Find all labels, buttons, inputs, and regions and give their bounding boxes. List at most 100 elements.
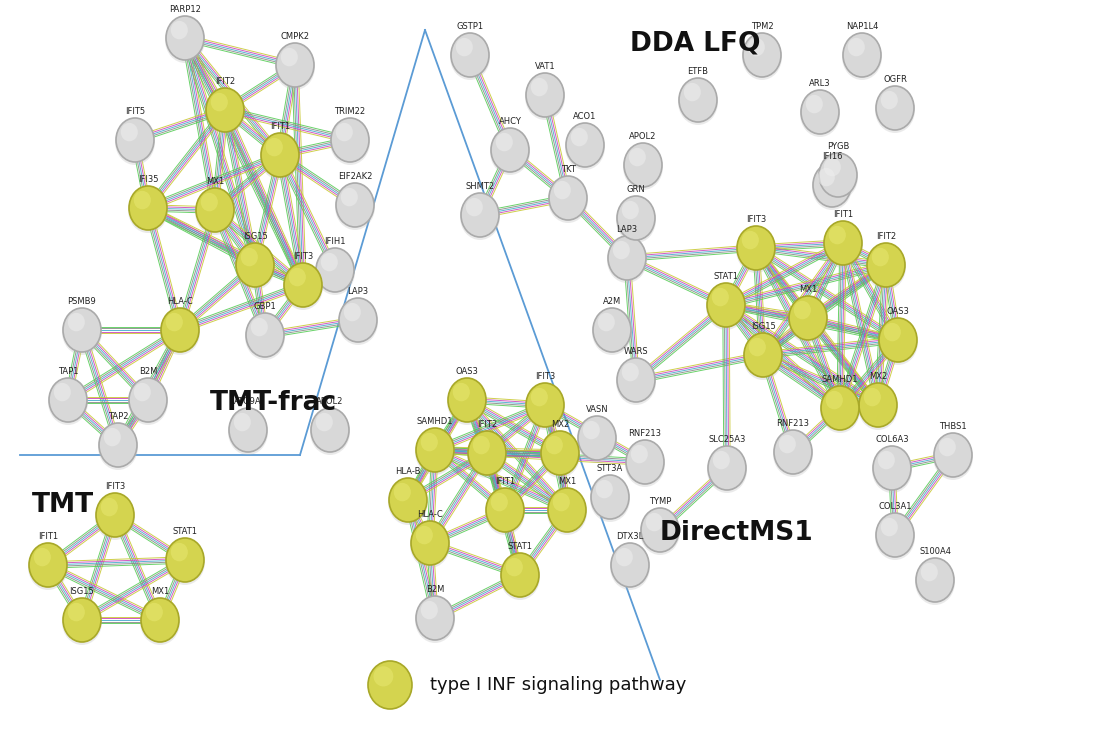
Text: CMPK2: CMPK2 bbox=[281, 32, 310, 41]
Ellipse shape bbox=[612, 543, 650, 587]
Text: IFIT2: IFIT2 bbox=[215, 77, 235, 86]
Text: ACO1: ACO1 bbox=[574, 112, 597, 121]
Ellipse shape bbox=[774, 430, 812, 474]
Ellipse shape bbox=[228, 409, 268, 455]
Ellipse shape bbox=[877, 513, 915, 557]
Ellipse shape bbox=[593, 308, 631, 352]
Text: HLA-B: HLA-B bbox=[396, 467, 420, 476]
Ellipse shape bbox=[678, 79, 718, 125]
Ellipse shape bbox=[260, 134, 300, 180]
Ellipse shape bbox=[236, 243, 274, 287]
Ellipse shape bbox=[749, 338, 766, 356]
Ellipse shape bbox=[541, 431, 579, 475]
Ellipse shape bbox=[415, 429, 455, 475]
Ellipse shape bbox=[129, 378, 167, 422]
Ellipse shape bbox=[591, 475, 629, 519]
Text: B2M: B2M bbox=[139, 367, 158, 376]
Ellipse shape bbox=[451, 34, 490, 80]
Ellipse shape bbox=[546, 436, 562, 454]
Text: COL3A1: COL3A1 bbox=[879, 502, 912, 511]
Text: OAS3: OAS3 bbox=[887, 307, 909, 316]
Ellipse shape bbox=[288, 268, 306, 286]
Text: TMT-frac: TMT-frac bbox=[210, 390, 338, 416]
Ellipse shape bbox=[582, 421, 600, 440]
Text: MX2: MX2 bbox=[869, 372, 887, 381]
Text: STAT1: STAT1 bbox=[713, 272, 739, 281]
Text: VASN: VASN bbox=[586, 405, 608, 414]
Text: IFIT5: IFIT5 bbox=[125, 107, 145, 116]
Ellipse shape bbox=[625, 441, 665, 487]
Ellipse shape bbox=[205, 89, 245, 135]
Ellipse shape bbox=[48, 379, 88, 425]
Text: ISG15: ISG15 bbox=[243, 232, 267, 241]
Ellipse shape bbox=[616, 548, 633, 567]
Ellipse shape bbox=[451, 33, 489, 77]
Ellipse shape bbox=[61, 599, 102, 645]
Ellipse shape bbox=[616, 359, 656, 405]
Text: IFIT1: IFIT1 bbox=[269, 122, 290, 131]
Ellipse shape bbox=[335, 123, 353, 142]
Ellipse shape bbox=[883, 323, 901, 341]
Ellipse shape bbox=[491, 128, 529, 172]
Text: MX2: MX2 bbox=[551, 420, 569, 429]
Ellipse shape bbox=[315, 249, 356, 295]
Ellipse shape bbox=[68, 603, 85, 621]
Ellipse shape bbox=[316, 248, 354, 292]
Ellipse shape bbox=[28, 544, 68, 590]
Ellipse shape bbox=[468, 431, 506, 475]
Text: TYMP: TYMP bbox=[648, 497, 671, 506]
Ellipse shape bbox=[628, 148, 646, 167]
Text: GSTP1: GSTP1 bbox=[456, 22, 484, 31]
Ellipse shape bbox=[578, 416, 616, 460]
Ellipse shape bbox=[548, 177, 588, 223]
Text: DirectMS1: DirectMS1 bbox=[660, 520, 814, 546]
Ellipse shape bbox=[61, 309, 102, 355]
Ellipse shape bbox=[490, 129, 530, 175]
Ellipse shape bbox=[234, 413, 250, 432]
Text: GBP1: GBP1 bbox=[254, 302, 276, 311]
Ellipse shape bbox=[201, 193, 218, 211]
Ellipse shape bbox=[707, 283, 745, 327]
Ellipse shape bbox=[818, 154, 858, 200]
Ellipse shape bbox=[394, 483, 410, 501]
Ellipse shape bbox=[100, 423, 138, 467]
Ellipse shape bbox=[549, 176, 587, 220]
Ellipse shape bbox=[501, 553, 539, 597]
Ellipse shape bbox=[453, 383, 470, 401]
Ellipse shape bbox=[742, 34, 781, 80]
Ellipse shape bbox=[266, 138, 283, 156]
Text: IFI35: IFI35 bbox=[138, 175, 159, 184]
Ellipse shape bbox=[881, 518, 898, 537]
Text: MX1: MX1 bbox=[799, 285, 817, 294]
Ellipse shape bbox=[211, 92, 228, 112]
Ellipse shape bbox=[388, 479, 428, 525]
Ellipse shape bbox=[275, 44, 315, 90]
Ellipse shape bbox=[235, 244, 275, 290]
Text: TAP1: TAP1 bbox=[58, 367, 78, 376]
Ellipse shape bbox=[743, 333, 781, 377]
Ellipse shape bbox=[877, 86, 915, 130]
Ellipse shape bbox=[916, 558, 954, 602]
Ellipse shape bbox=[160, 309, 200, 355]
Text: VAT1: VAT1 bbox=[534, 62, 556, 71]
Ellipse shape bbox=[547, 489, 587, 535]
Ellipse shape bbox=[165, 539, 205, 585]
Ellipse shape bbox=[416, 526, 433, 545]
Ellipse shape bbox=[54, 383, 70, 401]
Ellipse shape bbox=[505, 558, 523, 576]
Ellipse shape bbox=[331, 118, 369, 162]
Ellipse shape bbox=[788, 297, 828, 343]
Ellipse shape bbox=[540, 432, 580, 478]
Text: PARP12: PARP12 bbox=[169, 5, 201, 14]
Ellipse shape bbox=[491, 493, 508, 512]
Ellipse shape bbox=[141, 598, 179, 642]
Text: S100A4: S100A4 bbox=[919, 547, 951, 556]
Ellipse shape bbox=[95, 494, 135, 540]
Ellipse shape bbox=[553, 181, 571, 200]
Ellipse shape bbox=[240, 248, 258, 266]
Ellipse shape bbox=[646, 513, 663, 531]
Ellipse shape bbox=[878, 319, 918, 365]
Text: GRN: GRN bbox=[626, 185, 645, 194]
Ellipse shape bbox=[806, 95, 823, 113]
Ellipse shape bbox=[195, 189, 235, 235]
